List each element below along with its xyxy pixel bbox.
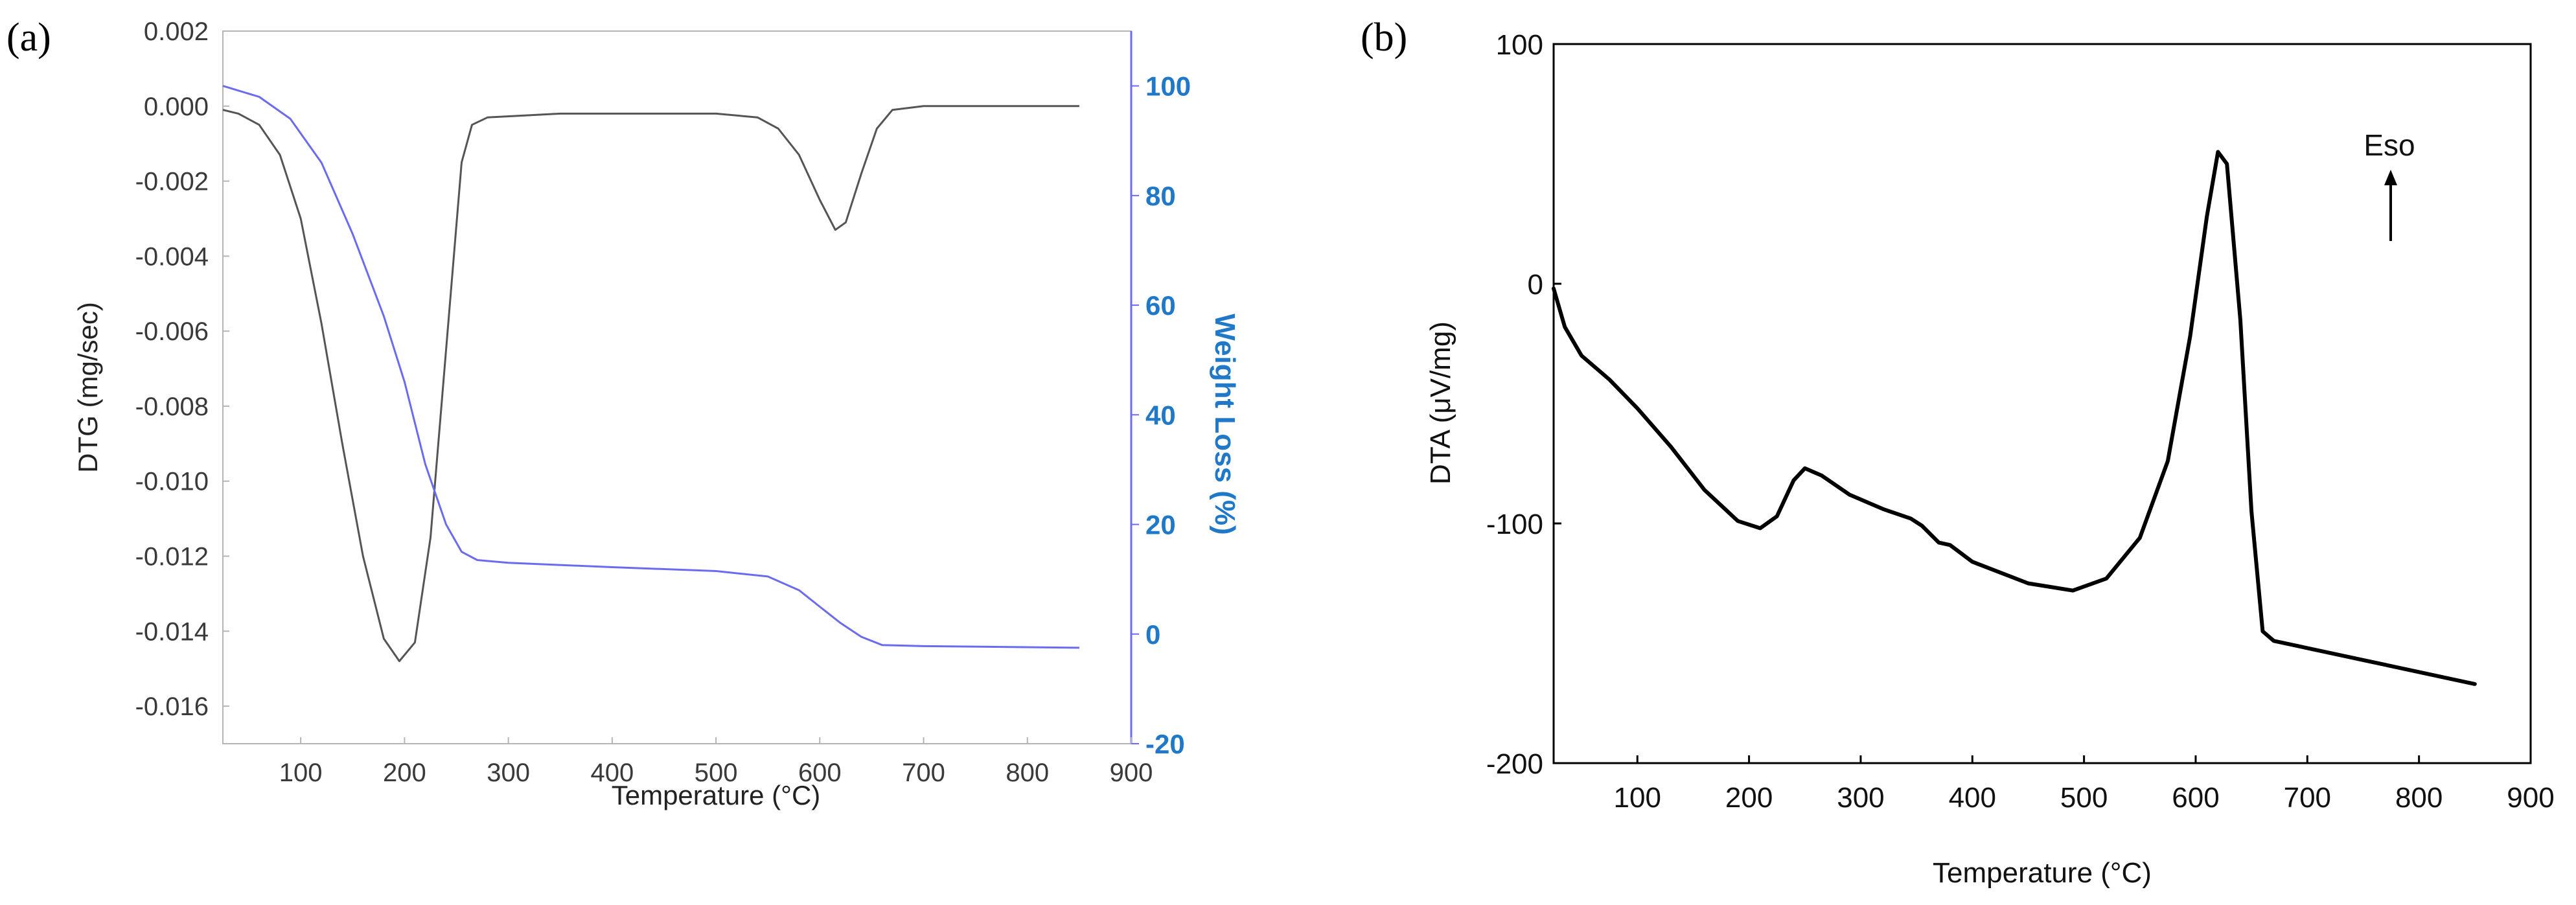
panel-a-x-tick-label: 700 <box>902 759 945 787</box>
panel-a-y-tick-label: -0.004 <box>135 242 209 271</box>
panel-b: (b) 100 200 300 400 500 600 700 800 9001000-100-… <box>1361 16 2555 889</box>
panel-a-y2-tick-label: 80 <box>1145 181 1176 211</box>
panel-a-x-tick-label: 200 <box>383 759 426 787</box>
panel-a-y-tick-label: -0.002 <box>135 168 209 196</box>
panel-b-y-tick-label: -200 <box>1486 748 1543 780</box>
panel-a-plot-frame <box>222 30 1132 744</box>
panel-b-x-axis-title: Temperature (°C) <box>1933 857 2152 889</box>
panel-b-x-tick-label: 500 <box>2060 782 2108 814</box>
dta-series-line <box>1552 150 2477 686</box>
panel-a-x-tick-label: 600 <box>798 759 842 787</box>
panel-a-y-tick-label: -0.010 <box>135 468 209 496</box>
panel-b-x-tick-label: 600 <box>2172 782 2219 814</box>
panel-a-y2-tick-label: 20 <box>1145 510 1176 540</box>
panel-a-y-tick-label: -0.006 <box>135 317 209 346</box>
panel-a-y-tick-label: -0.014 <box>135 617 209 646</box>
panel-b-x-tick-label: 700 <box>2284 782 2331 814</box>
panel-b-x-tick-label: 800 <box>2395 782 2443 814</box>
panel-b-plot-frame <box>1552 43 2532 764</box>
panel-a-x-tick-label: 500 <box>695 759 738 787</box>
panel-a-y2-tick-label: 100 <box>1145 71 1191 102</box>
panel-b-y-tick-label: -100 <box>1486 509 1543 540</box>
panel-b-x-tick-label: 900 <box>2507 782 2554 814</box>
panel-a-x-tick-label: 800 <box>1006 759 1049 787</box>
panel-a-y2-tick-label: 40 <box>1145 400 1176 430</box>
panel-a-y-tick-label: 0.002 <box>144 17 209 46</box>
panel-b-annotation: Eso <box>2363 128 2415 162</box>
panel-a-y-tick-label: -0.016 <box>135 693 209 721</box>
panel-a-y2-tick-label: 0 <box>1145 619 1160 650</box>
panel-a-label: (a) <box>6 16 51 60</box>
panel-a-x-tick-label: 400 <box>590 759 634 787</box>
panel-a: (a) 100 200 300 400 500 600 700 800 9000.0020.00… <box>6 16 1241 810</box>
panel-b-x-tick-label: 400 <box>1949 782 1996 814</box>
panel-b-y-tick-label: 0 <box>1528 269 1543 301</box>
weight-loss-series-line <box>222 85 1079 649</box>
dtg-series-line <box>222 105 1079 663</box>
panel-b-x-tick-label: 300 <box>1837 782 1884 814</box>
panel-a-y2-tick-label: 60 <box>1145 290 1176 321</box>
panel-a-x-tick-label: 900 <box>1110 759 1153 787</box>
panel-a-y-tick-label: 0.000 <box>144 93 209 121</box>
panel-b-y-axis-title: DTA (μV/mg) <box>1425 321 1456 485</box>
panel-b-y-tick-label: 100 <box>1496 29 1543 61</box>
panel-b-x-tick-label: 200 <box>1725 782 1773 814</box>
panel-a-x-axis-title: Temperature (°C) <box>612 780 821 810</box>
panel-a-y2-axis-title: Weight Loss (%) <box>1209 314 1241 534</box>
panel-a-x-tick-label: 100 <box>279 759 323 787</box>
panel-a-y-tick-label: -0.008 <box>135 393 209 421</box>
panel-a-y2-tick-label: -20 <box>1145 729 1185 759</box>
panel-a-y-tick-label: -0.012 <box>135 543 209 571</box>
panel-b-annotation-arrowhead <box>2384 170 2397 185</box>
panel-b-x-tick-label: 100 <box>1614 782 1661 814</box>
panel-b-label: (b) <box>1361 16 1407 60</box>
panel-a-x-tick-label: 300 <box>487 759 530 787</box>
panel-a-y-axis-title: DTG (mg/sec) <box>73 302 103 473</box>
